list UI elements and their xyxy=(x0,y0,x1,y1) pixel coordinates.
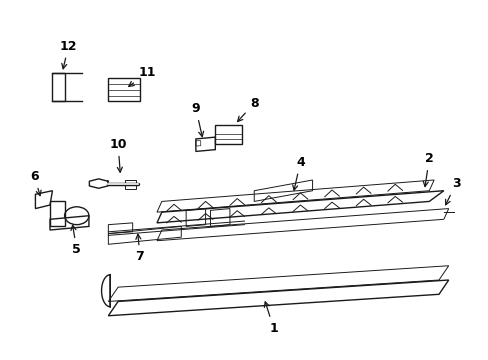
Text: 5: 5 xyxy=(71,225,81,256)
Text: 4: 4 xyxy=(292,156,304,190)
Text: 7: 7 xyxy=(135,234,144,263)
Text: 9: 9 xyxy=(191,102,203,137)
Text: 8: 8 xyxy=(237,97,258,122)
Text: 10: 10 xyxy=(109,138,126,172)
Text: 3: 3 xyxy=(445,177,459,205)
Text: 11: 11 xyxy=(128,66,156,86)
Text: 1: 1 xyxy=(264,302,278,335)
Text: 12: 12 xyxy=(60,40,77,69)
Text: 6: 6 xyxy=(30,170,41,195)
Text: 2: 2 xyxy=(423,152,433,186)
